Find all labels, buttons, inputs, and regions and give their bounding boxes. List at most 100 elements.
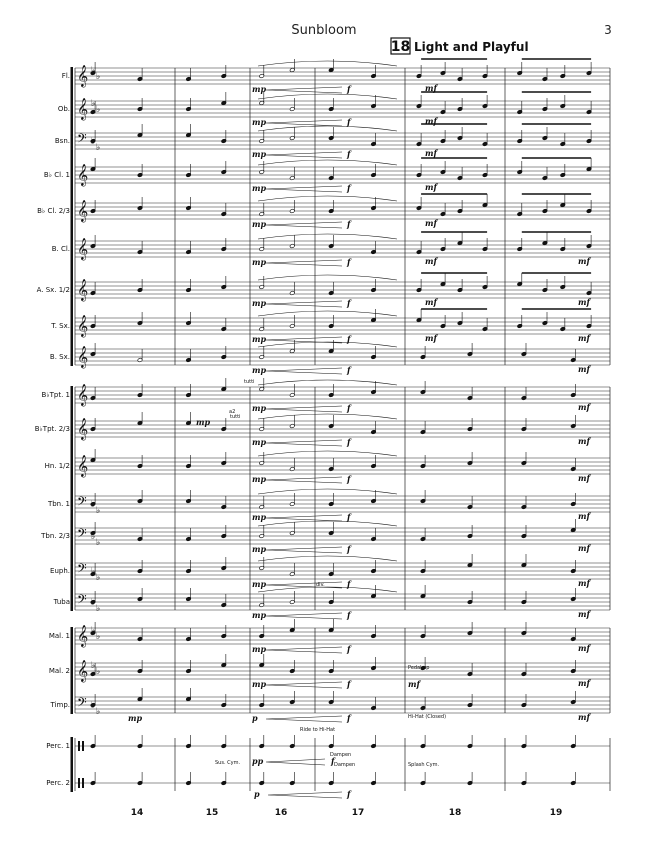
crescendo-hairpin [265, 151, 343, 159]
dynamic-marking: mf [578, 402, 591, 412]
instrument-label: B♭Tpt. 2/3 [35, 425, 70, 433]
performance-text: tutti [230, 414, 240, 420]
staff-4: B♭ Cl. 1 𝄞 [44, 164, 610, 187]
slur [257, 586, 398, 593]
staff-13: Tbn. 1𝄢♭♭ [47, 494, 610, 516]
dynamic-marking: mp [128, 713, 142, 723]
slur [257, 379, 398, 386]
bass-clef-icon: 𝄢 [77, 131, 87, 149]
dynamic-marking: mf [578, 578, 591, 588]
dynamic-marking: mf [425, 182, 438, 192]
rehearsal-mark: 18 [391, 39, 410, 55]
bass-clef-icon: 𝄢 [77, 494, 87, 512]
staff-19: Timp.𝄢♭♭ [50, 695, 610, 717]
dynamic-marking: f [346, 789, 352, 799]
bass-clef-icon: 𝄢 [77, 592, 87, 610]
instrument-label: Perc. 2 [46, 779, 70, 787]
dynamic-marking: mf [578, 511, 591, 521]
performance-text: Dampen [334, 762, 355, 768]
crescendo-hairpin [265, 221, 343, 229]
dynamic-marking: mp [252, 403, 266, 413]
staff-system: Fl.𝄞♭♭Ob.𝄞♭♭Bsn.𝄢♭♭B♭ Cl. 1𝄞B♭ Cl. 2/3𝄞B… [35, 65, 611, 792]
staff-16: Tuba𝄢♭♭ [53, 592, 610, 614]
performance-text: Ride to Hi-Hat [300, 727, 335, 733]
crescendo-hairpin [265, 715, 343, 723]
instrument-label: Euph. [50, 567, 70, 575]
flat-accidental-icon: ♭ [91, 661, 95, 671]
section-bracket [70, 737, 73, 792]
performance-text: tutti [244, 379, 254, 385]
dynamic-marking: f [346, 713, 352, 723]
crescendo-hairpin [265, 758, 326, 766]
dynamic-marking: mp [252, 679, 266, 689]
crescendo-hairpin [265, 581, 343, 589]
dynamic-marking: f [346, 474, 352, 484]
dynamic-marking: mf [425, 333, 438, 343]
treble-clef-icon: 𝄞 [77, 660, 88, 683]
flat-accidental-icon: ♭ [91, 532, 95, 542]
crescendo-hairpin [265, 185, 343, 193]
treble-clef-icon: 𝄞 [77, 164, 88, 187]
dynamic-marking: mp [252, 334, 266, 344]
instrument-label: Hn. 1/2 [45, 462, 70, 470]
treble-clef-icon: 𝄞 [77, 418, 88, 441]
crescendo-hairpin [265, 336, 343, 344]
bass-clef-icon: 𝄢 [77, 561, 87, 579]
crescendo-hairpin [265, 119, 343, 127]
dynamic-marking: mf [578, 609, 591, 619]
slur [257, 125, 398, 132]
dynamic-marking: mf [425, 256, 438, 266]
slur [257, 93, 398, 100]
instrument-label: B. Sx. [50, 353, 70, 361]
dynamic-marking: f [346, 544, 352, 554]
dynamic-marking: mp [252, 117, 266, 127]
rehearsal-mark-box [390, 37, 411, 55]
dynamic-marking: p [254, 789, 260, 799]
dynamic-marking: f [346, 117, 352, 127]
measure-number: 18 [449, 808, 462, 818]
staff-20: Perc. 1 [46, 741, 610, 751]
dynamic-marking: f [346, 365, 352, 375]
performance-text: Hi-Hat (Closed) [408, 714, 446, 720]
dynamic-marking: mf [408, 679, 421, 689]
flat-accidental-icon: ♭ [96, 506, 100, 516]
staff-12: Hn. 1/2 𝄞 [45, 455, 610, 478]
staff-5: B♭ Cl. 2/3 𝄞 [37, 200, 610, 223]
dynamic-marking: mp [252, 644, 266, 654]
measure-number: 19 [550, 808, 563, 818]
dynamic-marking: mf [578, 543, 591, 553]
slur [257, 274, 398, 281]
slur [257, 341, 398, 348]
performance-text: Dampen [330, 752, 351, 758]
staff-14: Tbn. 2/3 𝄢 ♭♭ [40, 526, 610, 548]
dynamic-marking: f [346, 257, 352, 267]
treble-clef-icon: 𝄞 [77, 625, 88, 648]
crescendo-hairpin [265, 300, 343, 308]
dynamic-marking: mf [578, 256, 591, 266]
dynamic-marking: pp [252, 756, 264, 766]
staff-9: B. Sx. 𝄞 [50, 346, 610, 369]
staff-6: B. Cl. 𝄞 [52, 238, 610, 261]
dynamic-marking: f [346, 679, 352, 689]
dynamic-marking: mf [578, 297, 591, 307]
dynamic-marking: mf [425, 116, 438, 126]
flat-accidental-icon: ♭ [96, 707, 100, 717]
crescendo-hairpin [265, 681, 343, 689]
performance-text: div. [316, 582, 325, 588]
dynamic-marking: mf [578, 436, 591, 446]
flat-accidental-icon: ♭ [96, 604, 100, 614]
bass-clef-icon: 𝄢 [77, 695, 87, 713]
instrument-label: Ob. [58, 105, 70, 113]
instrument-label: Tbn. 2/3 [40, 532, 70, 540]
instrument-label: Fl. [62, 72, 70, 80]
staff-17: Mal. 1𝄞♭♭ [49, 625, 610, 648]
instrument-label: B. Cl. [52, 245, 70, 253]
section-bracket [70, 67, 73, 366]
instrument-label: Mal. 1 [49, 632, 70, 640]
flat-accidental-icon: ♭ [96, 573, 100, 583]
dynamic-marking: f [346, 219, 352, 229]
slur [257, 159, 398, 166]
staff-7: A. Sx. 1/2 𝄞 [37, 279, 610, 302]
dynamic-marking: f [346, 334, 352, 344]
